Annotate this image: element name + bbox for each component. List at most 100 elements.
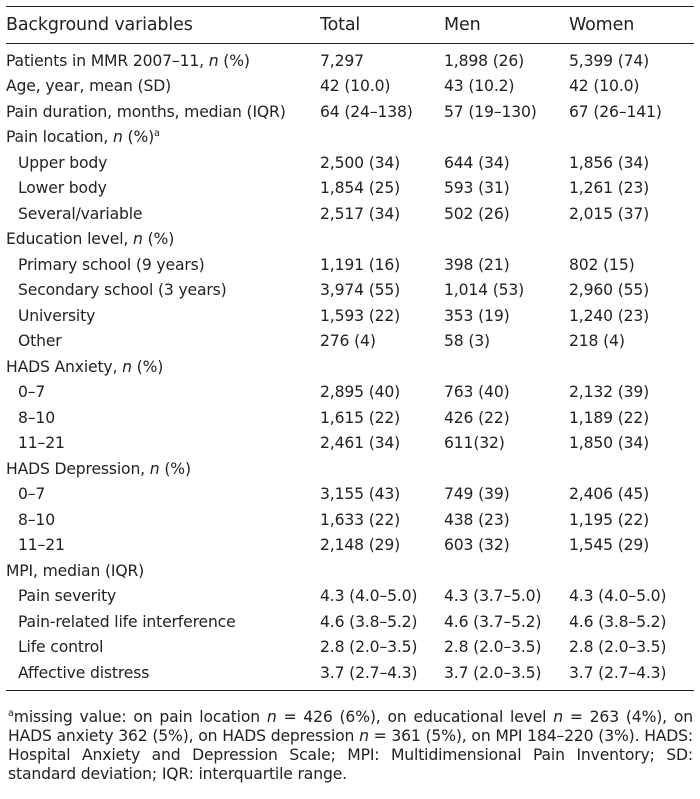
cell-total: 3.7 (2.7–4.3) xyxy=(320,660,444,691)
cell-women xyxy=(569,227,694,253)
footnote-text: n xyxy=(359,727,369,745)
cell-women xyxy=(569,456,694,482)
cell-total: 4.6 (3.8–5.2) xyxy=(320,612,418,631)
cell-men: 438 (23) xyxy=(444,510,510,529)
row-sublabel: Lower body xyxy=(6,176,320,202)
cell-total xyxy=(320,354,444,380)
header-men: Men xyxy=(444,6,569,44)
row-sublabel: Secondary school (3 years) xyxy=(6,278,320,304)
row-label-text: 0–7 xyxy=(18,485,46,504)
row-sublabel: Life control xyxy=(6,635,320,661)
cell-total xyxy=(320,456,444,482)
cell-women: 1,195 (22) xyxy=(569,510,650,529)
row-label: Patients in MMR 2007–11, n (%) xyxy=(6,44,320,74)
cell-total: 1,615 (22) xyxy=(320,408,401,427)
cell-total xyxy=(320,558,444,584)
cell-total: 2.8 (2.0–3.5) xyxy=(320,638,418,657)
cell-total: 2,895 (40) xyxy=(320,383,401,402)
table-row: Pain location, n (%)a xyxy=(6,125,694,151)
row-label-text: MPI, median (IQR) xyxy=(6,561,145,580)
table-body: Patients in MMR 2007–11, n (%) 7,297 1,898… xyxy=(6,44,694,691)
table-row: HADS Anxiety, n (%) xyxy=(6,354,694,380)
cell-men: 398 (21) xyxy=(444,255,510,274)
footnote-text: = 361 (5%), on MPI 184–220 (3%). HADS: H… xyxy=(8,727,693,783)
cell-men: 1,898 (26) xyxy=(444,51,525,70)
row-sublabel: 8–10 xyxy=(6,507,320,533)
row-label: Pain location, n (%)a xyxy=(6,125,320,151)
cell-total: 2,461 (34) xyxy=(320,434,401,453)
row-label: Age, year, mean (SD) xyxy=(6,74,320,100)
cell-women: 1,545 (29) xyxy=(569,536,650,555)
cell-total: 1,854 (25) xyxy=(320,179,401,198)
cell-women: 2,960 (55) xyxy=(569,281,650,300)
cell-men: 58 (3) xyxy=(444,332,490,351)
table-row: 0–7 3,155 (43) 749 (39) 2,406 (45) xyxy=(6,482,694,508)
cell-total: 3,974 (55) xyxy=(320,281,401,300)
row-sublabel: Pain-related life interference xyxy=(6,609,320,635)
header-total: Total xyxy=(320,6,444,44)
cell-men xyxy=(444,227,569,253)
cell-men: 763 (40) xyxy=(444,383,510,402)
row-label-italic: n xyxy=(133,230,143,249)
row-label-text: University xyxy=(18,306,96,325)
cell-men: 593 (31) xyxy=(444,179,510,198)
cell-men: 603 (32) xyxy=(444,536,510,555)
cell-total: 1,191 (16) xyxy=(320,255,401,274)
row-label-italic: n xyxy=(149,459,160,478)
row-label-suffix: (%) xyxy=(159,459,191,478)
row-label-suffix: (%) xyxy=(218,51,250,70)
table-row: Pain-related life interference 4.6 (3.8–5… xyxy=(6,609,694,635)
table-row: University 1,593 (22) 353 (19) 1,240 (23) xyxy=(6,303,694,329)
row-label-suffix: (%) xyxy=(131,357,164,376)
cell-women: 4.3 (4.0–5.0) xyxy=(569,587,667,606)
cell-men: 611(32) xyxy=(444,434,505,453)
footnote-text: n xyxy=(553,708,563,726)
table-footnote: amissing value: on pain location n = 426… xyxy=(8,708,693,784)
cell-women: 1,261 (23) xyxy=(569,179,650,198)
table-row: Pain duration, months, median (IQR) 64 (2… xyxy=(6,99,694,125)
row-label-text: Pain-related life interference xyxy=(18,612,236,631)
row-sublabel: 11–21 xyxy=(6,533,320,559)
cell-women: 3.7 (2.7–4.3) xyxy=(569,660,694,691)
table-row: 11–21 2,461 (34) 611(32) 1,850 (34) xyxy=(6,431,694,457)
row-sublabel: Other xyxy=(6,329,320,355)
table-row: Age, year, mean (SD) 42 (10.0) 43 (10.2) 42… xyxy=(6,74,694,100)
table-row: Affective distress 3.7 (2.7–4.3) 3.7 (2.0–… xyxy=(6,660,694,691)
cell-men xyxy=(444,558,569,584)
table-row: Life control 2.8 (2.0–3.5) 2.8 (2.0–3.5) 2.… xyxy=(6,635,694,661)
cell-women xyxy=(569,558,694,584)
table-row: 8–10 1,633 (22) 438 (23) 1,195 (22) xyxy=(6,507,694,533)
row-label-suffix: (%) xyxy=(122,128,155,147)
cell-women: 2.8 (2.0–3.5) xyxy=(569,638,667,657)
table-row: Lower body 1,854 (25) 593 (31) 1,261 (23) xyxy=(6,176,694,202)
row-label-italic: n xyxy=(208,51,219,70)
cell-total: 2,500 (34) xyxy=(320,153,401,172)
row-label-text: 8–10 xyxy=(18,408,55,427)
table-row: HADS Depression, n (%) xyxy=(6,456,694,482)
row-label-text: Several/variable xyxy=(18,204,143,223)
cell-total: 1,593 (22) xyxy=(320,306,401,325)
table-header-row: Background variables Total Men Women xyxy=(6,6,694,44)
cell-men: 749 (39) xyxy=(444,485,510,504)
table-row: Upper body 2,500 (34) 644 (34) 1,856 (34) xyxy=(6,150,694,176)
cell-total: 276 (4) xyxy=(320,332,376,351)
cell-men: 3.7 (2.0–3.5) xyxy=(444,660,569,691)
row-sublabel: 0–7 xyxy=(6,482,320,508)
row-sublabel: University xyxy=(6,303,320,329)
cell-women xyxy=(569,125,694,151)
row-label-text: Age, year, mean (SD) xyxy=(6,77,172,96)
footnote-marker: a xyxy=(154,128,160,140)
cell-total: 3,155 (43) xyxy=(320,485,401,504)
row-label: HADS Anxiety, n (%) xyxy=(6,354,320,380)
cell-women: 1,189 (22) xyxy=(569,408,650,427)
row-label-text: HADS Depression, xyxy=(6,459,150,478)
cell-women: 802 (15) xyxy=(569,255,635,274)
cell-men: 57 (19–130) xyxy=(444,102,537,121)
cell-women: 218 (4) xyxy=(569,332,625,351)
header-women: Women xyxy=(569,6,694,44)
cell-total xyxy=(320,125,444,151)
footnote-text: = 426 (6%), on educational level xyxy=(276,708,554,726)
cell-women: 2,015 (37) xyxy=(569,204,650,223)
table-row: Patients in MMR 2007–11, n (%) 7,297 1,898… xyxy=(6,44,694,74)
table-row: Several/variable 2,517 (34) 502 (26) 2,015 … xyxy=(6,201,694,227)
